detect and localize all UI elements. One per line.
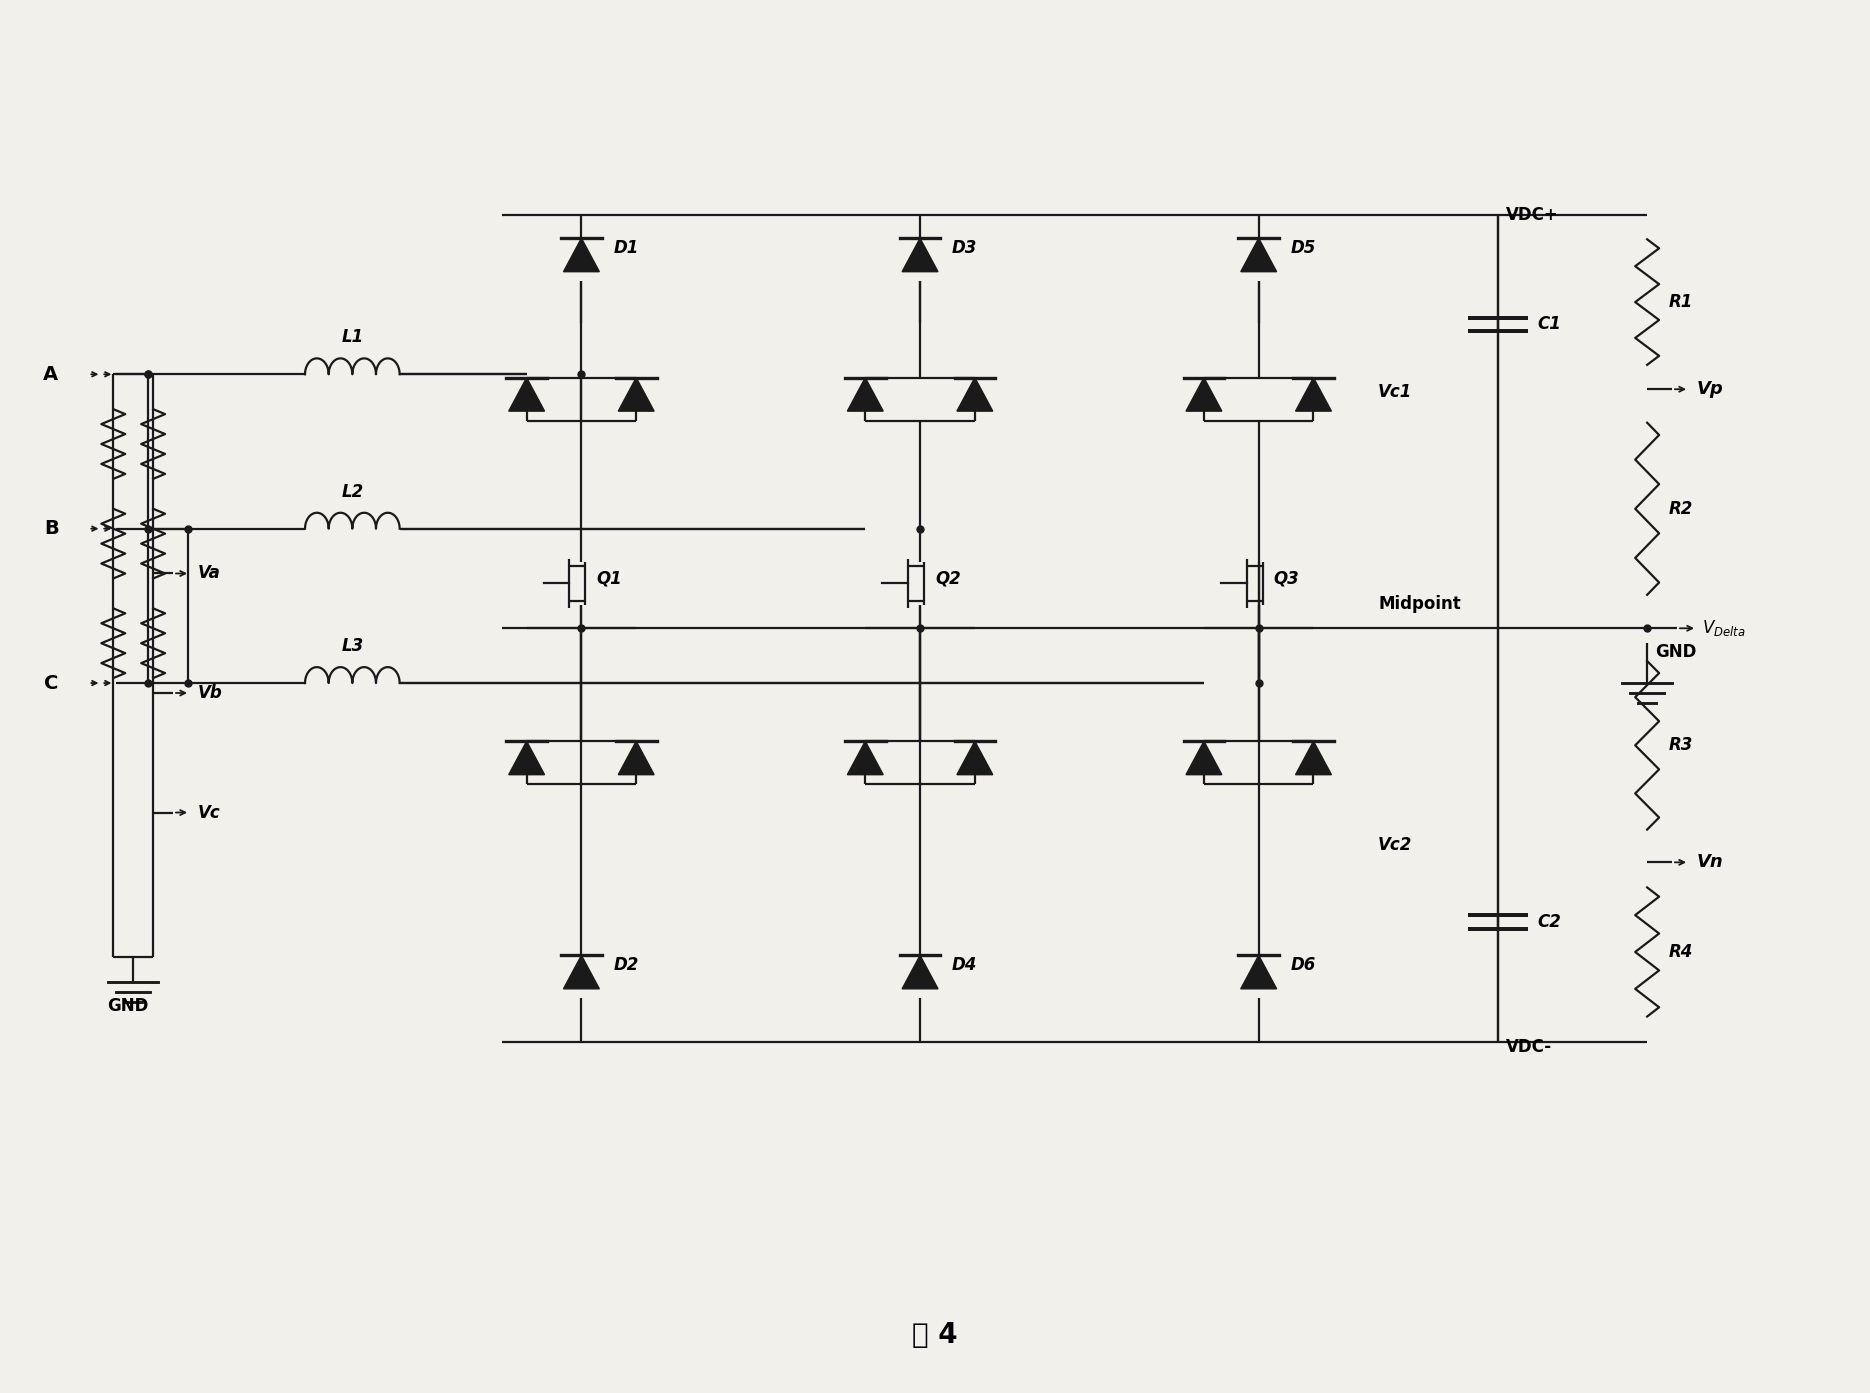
Text: D6: D6 [1290,956,1316,974]
Text: L2: L2 [340,483,363,501]
Text: B: B [43,520,58,538]
Text: Va: Va [198,564,221,582]
Text: D4: D4 [952,956,978,974]
Text: C: C [45,674,58,692]
Text: 图 4: 图 4 [913,1322,957,1350]
Text: D3: D3 [952,238,978,256]
Polygon shape [509,378,544,411]
Polygon shape [619,378,654,411]
Text: Vn: Vn [1696,854,1724,872]
Polygon shape [1296,741,1331,775]
Polygon shape [901,956,939,989]
Text: D2: D2 [613,956,640,974]
Text: Midpoint: Midpoint [1378,595,1460,613]
Polygon shape [563,238,600,272]
Text: Vc1: Vc1 [1378,383,1412,401]
Text: Q3: Q3 [1273,570,1300,588]
Polygon shape [901,238,939,272]
Polygon shape [847,378,883,411]
Text: Vc: Vc [198,804,221,822]
Polygon shape [847,741,883,775]
Text: VDC+: VDC+ [1505,206,1558,224]
Text: L3: L3 [340,637,363,655]
Polygon shape [1296,378,1331,411]
Text: Q1: Q1 [597,570,623,588]
Polygon shape [619,741,654,775]
Polygon shape [1186,741,1221,775]
Polygon shape [1242,956,1277,989]
Text: R3: R3 [1670,737,1694,754]
Text: R1: R1 [1670,293,1694,311]
Text: D1: D1 [613,238,640,256]
Text: Vp: Vp [1696,380,1724,398]
Polygon shape [509,741,544,775]
Polygon shape [563,956,600,989]
Text: R4: R4 [1670,943,1694,961]
Text: D5: D5 [1290,238,1316,256]
Polygon shape [957,378,993,411]
Text: Q2: Q2 [935,570,961,588]
Text: R2: R2 [1670,500,1694,518]
Text: C1: C1 [1537,315,1561,333]
Text: GND: GND [1655,644,1696,662]
Text: A: A [43,365,58,384]
Text: L1: L1 [340,329,363,347]
Text: VDC-: VDC- [1505,1038,1552,1056]
Text: GND: GND [108,997,150,1014]
Text: $V_{Delta}$: $V_{Delta}$ [1702,618,1745,638]
Text: Vb: Vb [198,684,223,702]
Polygon shape [957,741,993,775]
Polygon shape [1242,238,1277,272]
Text: Vc2: Vc2 [1378,836,1412,854]
Polygon shape [1186,378,1221,411]
Text: C2: C2 [1537,912,1561,931]
